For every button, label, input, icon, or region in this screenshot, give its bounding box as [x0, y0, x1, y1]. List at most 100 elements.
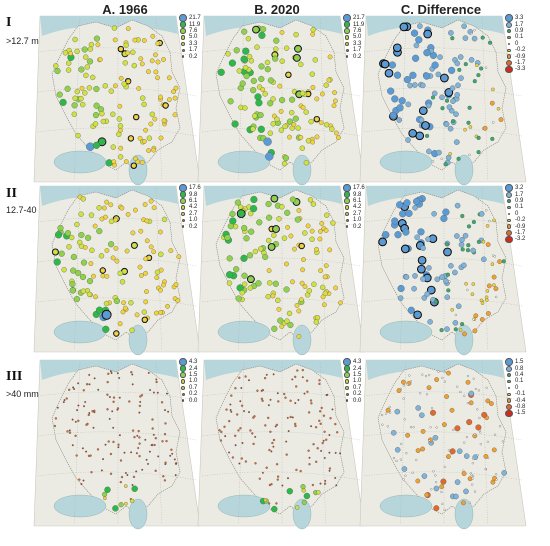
legend-entry: 11.9: [178, 21, 201, 28]
legend-entry: -0.4: [504, 397, 526, 404]
map-legend: 17.6 9.8 6.1 4.2 2.7 1.0 0.2: [178, 184, 201, 230]
legend-label: -0.2: [515, 47, 526, 54]
legend-entry: 0.9: [504, 198, 525, 204]
legend-entry: 9.8: [342, 191, 365, 198]
legend-label: 0.2: [353, 223, 362, 230]
legend-symbol: [345, 392, 349, 396]
legend-entry: 1.5: [178, 372, 197, 378]
legend-symbol: [344, 28, 350, 34]
legend-label: -3.2: [515, 236, 526, 243]
legend-entry: 0.7: [178, 385, 197, 391]
legend-entry: 3.3: [178, 41, 201, 47]
map-svg: [359, 15, 527, 186]
map-panel-iii-c: 1.5 0.8 0.4 0.1 0 -0.1 -0.4 -0.8 -1.5: [356, 356, 532, 532]
legend-label: 1.5: [189, 371, 198, 378]
legend-symbol: [505, 358, 513, 366]
legend-entry: 0.1: [504, 34, 525, 40]
black-sea: [53, 320, 107, 344]
legend-label: 4.3: [189, 359, 198, 366]
black-sea: [379, 494, 433, 518]
legend-entry: 1.7: [504, 191, 525, 198]
legend-label: 0.1: [515, 34, 524, 41]
legend-symbol: [181, 392, 185, 396]
legend-entry: 1.5: [504, 358, 525, 366]
legend-entry: 7.6: [178, 28, 201, 34]
legend-label: 0.4: [515, 371, 524, 378]
legend-symbol: [180, 379, 186, 384]
land-outline: [51, 189, 181, 341]
legend-entry: 3.3: [504, 14, 525, 22]
legend-label: 1.5: [515, 359, 524, 366]
legend-symbol: [343, 21, 351, 28]
legend-symbol: [506, 224, 512, 229]
legend-symbol: [181, 211, 185, 216]
legend-symbol: [507, 392, 511, 396]
map-svg: [359, 185, 527, 356]
legend-symbol: [344, 205, 350, 210]
land-outline: [215, 189, 345, 341]
legend-symbol: [506, 229, 512, 236]
land-outline: [377, 363, 507, 515]
legend-label: 11.9: [353, 21, 365, 28]
map-svg: [197, 15, 365, 186]
caspian-sea: [292, 324, 312, 356]
legend-entry: 0: [504, 385, 525, 391]
black-sea: [53, 150, 107, 174]
legend-label: 0.8: [515, 365, 524, 372]
legend-symbol: [505, 235, 513, 244]
legend-label: -3.3: [515, 66, 526, 73]
legend-entry: 1.0: [342, 217, 365, 223]
legend-entry: 11.9: [342, 21, 365, 28]
legend-symbol: [506, 372, 512, 378]
legend-entry: 1.7: [504, 21, 525, 28]
legend-entry: 0.2: [178, 53, 201, 60]
legend-entry: 1.0: [178, 378, 197, 384]
legend-symbol: [181, 48, 185, 52]
legend-symbol: [181, 41, 185, 46]
map-svg: [197, 359, 365, 530]
legend-label: 0.1: [515, 378, 524, 385]
legend-label: -1.5: [515, 410, 526, 417]
legend-entry: 3.3: [342, 41, 365, 47]
legend-label: 7.6: [189, 27, 198, 34]
legend-entry: 0.9: [504, 28, 525, 34]
legend-label: 1.0: [189, 217, 198, 224]
legend-label: 1.0: [353, 217, 362, 224]
legend-entry: -0.1: [504, 391, 525, 397]
legend-symbol: [181, 55, 185, 58]
map-panel-i-c: 3.3 1.7 0.9 0.1 0 -0.2 -0.9 -1.7 -3.3: [356, 12, 532, 188]
legend-entry: -1.7: [504, 59, 526, 66]
legend-entry: 9.8: [178, 191, 201, 198]
legend-entry: 0: [504, 41, 525, 47]
legend-label: 0.9: [515, 27, 524, 34]
graticule: [201, 361, 361, 525]
station-dots: [53, 370, 178, 512]
legend-symbol: [345, 385, 349, 390]
legend-symbol: [508, 386, 510, 389]
land-outline: [215, 363, 345, 515]
legend-entry: 0.1: [504, 378, 525, 384]
legend-label: 4.2: [353, 204, 362, 211]
legend-entry: 1.7: [342, 47, 365, 53]
legend-label: 0.7: [189, 384, 198, 391]
legend-symbol: [179, 21, 187, 28]
legend-entry: 0.2: [342, 53, 365, 60]
station-dots: [217, 25, 341, 167]
legend-symbol: [505, 65, 513, 74]
legend-entry: 1.0: [342, 378, 361, 384]
map-legend: 21.7 11.9 7.6 5.0 3.3 1.7 0.2: [178, 14, 201, 60]
legend-label: -0.8: [515, 403, 526, 410]
legend-label: 7.6: [353, 27, 362, 34]
legend-symbol: [345, 211, 349, 216]
black-sea: [217, 150, 271, 174]
legend-symbol: [507, 48, 511, 52]
map-svg: [33, 185, 201, 356]
legend-symbol: [180, 35, 186, 40]
legend-label: -0.4: [515, 397, 526, 404]
legend-label: 2.4: [353, 365, 362, 372]
legend-label: 0.2: [189, 53, 198, 60]
legend-label: 0.0: [189, 397, 198, 404]
legend-label: -1.7: [515, 59, 526, 66]
caspian-sea: [128, 498, 148, 530]
legend-label: 0: [515, 40, 519, 47]
